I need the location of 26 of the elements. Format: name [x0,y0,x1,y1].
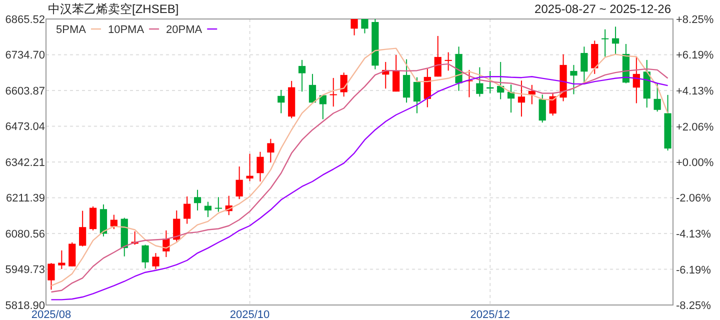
y2-tick-label: +6.19% [676,50,714,62]
y-tick-label: 6342.21 [5,157,45,169]
y-tick-label: 6603.87 [5,86,45,98]
y2-tick-label: +0.00% [676,157,714,169]
y-tick-label: 6211.39 [6,192,45,205]
y-tick-label: 5949.73 [5,264,45,276]
chart-title: 中汉苯乙烯卖空[ZHSEB] [48,2,179,16]
y2-tick-label: +2.06% [676,121,714,134]
y-tick-label: 6473.04 [5,121,45,134]
x-tick-label: 2025/08 [31,309,72,320]
y2-tick-label: -6.19% [676,264,712,276]
y2-tick-label: -8.25% [676,300,712,312]
chart-subtitle: 2025-08-27 ~ 2025-12-26 [534,2,672,16]
x-tick-label: 2025/12 [470,309,510,320]
y-tick-label: 6865.52 [5,14,45,26]
y-tick-label: 6080.56 [5,228,45,240]
legend-label: 10PMA [108,24,145,36]
x-tick-label: 2025/10 [230,309,270,320]
y2-tick-label: -2.06% [676,192,712,205]
y-tick-label: 6734.70 [5,50,45,62]
y-tick-label: 5818.90 [5,300,45,312]
y2-tick-label: +4.13% [676,85,714,98]
y2-tick-label: +8.25% [676,14,714,26]
y2-tick-label: -4.13% [676,228,712,241]
legend-label: 5PMA [56,24,87,36]
legend-label: 20PMA [166,24,203,36]
